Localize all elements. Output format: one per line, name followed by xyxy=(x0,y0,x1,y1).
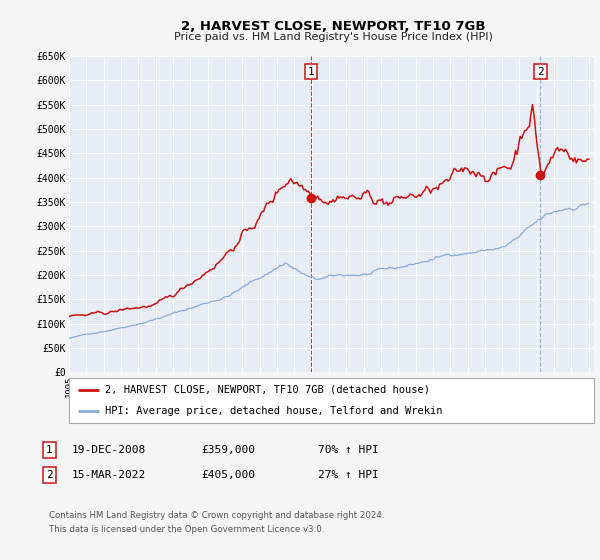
Text: 2: 2 xyxy=(537,67,544,77)
Text: 1: 1 xyxy=(46,445,53,455)
Text: Contains HM Land Registry data © Crown copyright and database right 2024.: Contains HM Land Registry data © Crown c… xyxy=(49,511,385,520)
Text: 2, HARVEST CLOSE, NEWPORT, TF10 7GB (detached house): 2, HARVEST CLOSE, NEWPORT, TF10 7GB (det… xyxy=(105,385,430,395)
Text: £359,000: £359,000 xyxy=(201,445,255,455)
Text: 2: 2 xyxy=(46,470,53,480)
Text: £405,000: £405,000 xyxy=(201,470,255,480)
Text: 1: 1 xyxy=(308,67,314,77)
Text: 27% ↑ HPI: 27% ↑ HPI xyxy=(318,470,379,480)
Text: 15-MAR-2022: 15-MAR-2022 xyxy=(72,470,146,480)
Text: 2, HARVEST CLOSE, NEWPORT, TF10 7GB: 2, HARVEST CLOSE, NEWPORT, TF10 7GB xyxy=(181,20,485,32)
Text: HPI: Average price, detached house, Telford and Wrekin: HPI: Average price, detached house, Telf… xyxy=(105,406,442,416)
Text: This data is licensed under the Open Government Licence v3.0.: This data is licensed under the Open Gov… xyxy=(49,525,325,534)
Text: 19-DEC-2008: 19-DEC-2008 xyxy=(72,445,146,455)
Text: 70% ↑ HPI: 70% ↑ HPI xyxy=(318,445,379,455)
Text: Price paid vs. HM Land Registry's House Price Index (HPI): Price paid vs. HM Land Registry's House … xyxy=(173,32,493,42)
